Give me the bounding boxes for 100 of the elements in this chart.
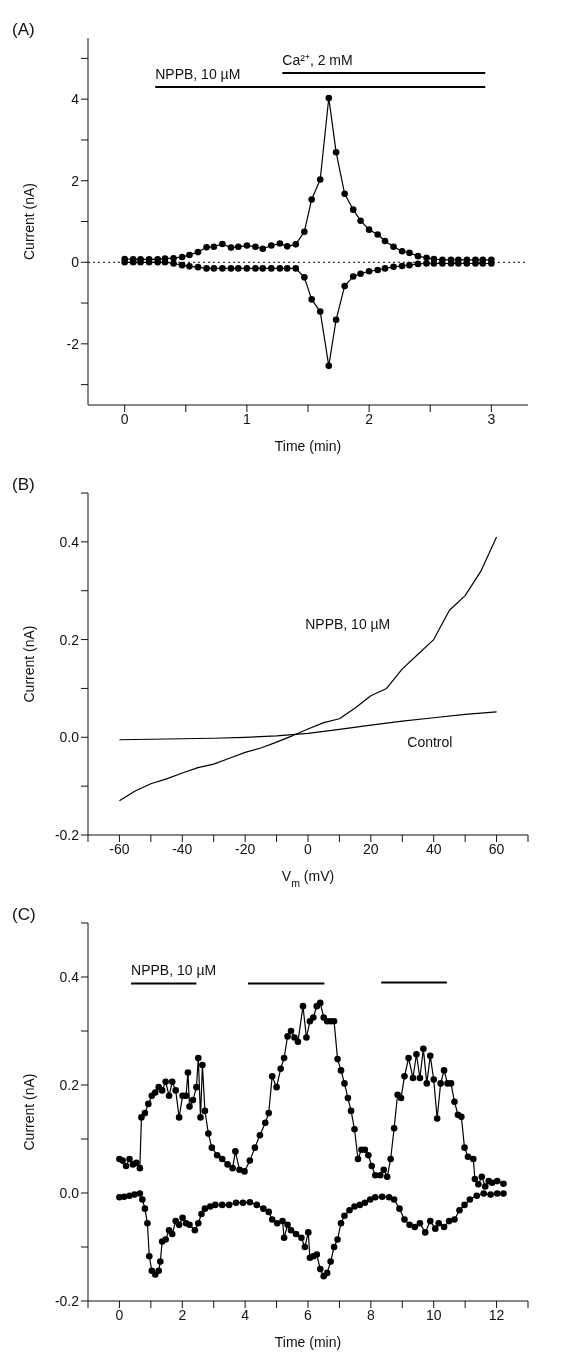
point [235,243,242,251]
point [235,265,242,272]
point [186,263,193,270]
point [390,243,397,251]
point [398,247,406,255]
point [463,260,471,267]
point [210,265,218,272]
y-tick-label: -2 [66,335,80,352]
point [301,274,308,281]
point [170,260,177,267]
point [268,242,275,249]
point [349,273,357,280]
y-tick-label: 0.0 [59,729,80,746]
x-tick-label: 0 [304,840,313,857]
point [283,243,291,250]
y-tick-label: 0 [71,254,80,271]
x-tick-label: -60 [109,840,130,857]
point [357,217,364,224]
point [316,176,324,183]
point [194,248,202,256]
chart-title: (A) [12,20,35,40]
point [186,251,193,259]
point [381,265,389,272]
point [227,244,235,251]
point [341,282,348,290]
y-tick-label: 4 [71,91,80,108]
point [292,241,300,248]
point [301,228,308,235]
point [406,261,413,269]
point [365,267,373,275]
line-series [118,536,498,802]
point [178,261,186,269]
point [332,148,340,156]
point [423,260,430,267]
series-label: NPPB, 10 µM [131,962,217,979]
point [472,260,479,267]
point [398,262,406,270]
point [325,362,333,370]
point [259,245,267,253]
x-tick-label: 0 [115,1306,124,1323]
point [219,240,226,248]
point [381,237,389,245]
x-axis-title: Time (min) [274,1334,342,1350]
point [283,265,291,272]
series-label: NPPB, 10 µM [155,65,241,82]
y-axis-title: Current (nA) [21,182,37,261]
point [219,265,226,272]
point [455,260,462,267]
point [390,263,397,271]
point [357,270,364,277]
x-tick-label: -40 [172,840,193,857]
point [374,266,381,274]
chart-title: (C) [12,905,36,925]
x-tick-label: 20 [363,840,379,857]
point [252,265,259,272]
y-tick-label: 2 [71,172,80,189]
point [488,260,495,267]
x-axis-title: V$_{m}$ (mV) [281,868,335,889]
point [479,260,487,267]
x-tick-label: 0 [120,410,129,427]
x-tick-label: -20 [235,840,256,857]
point [414,252,422,260]
point [374,231,381,238]
point [252,243,259,251]
point [194,263,202,271]
point [243,242,251,249]
x-tick-label: 12 [488,1306,505,1323]
point [308,196,315,203]
x-tick-label: 10 [425,1306,442,1323]
x-tick-label: 1 [242,410,251,427]
series-label: Control [407,734,453,751]
y-tick-label: -0.2 [54,1292,80,1309]
point [203,265,210,272]
x-tick-label: 8 [366,1306,375,1323]
y-tick-label: 0.2 [59,1076,80,1093]
x-tick-label: 40 [425,840,442,857]
point [276,265,284,272]
point [259,265,267,272]
y-tick-label: -0.2 [54,826,80,843]
point [341,190,348,198]
x-tick-label: 2 [178,1306,187,1323]
point [243,265,251,272]
point [268,265,275,272]
text: NPPB, 10 µM [305,615,391,632]
x-tick-label: 60 [488,840,505,857]
point [406,249,413,257]
point [423,254,430,262]
y-tick-label: 0.4 [59,533,80,550]
point [430,260,438,267]
point [292,265,300,272]
x-tick-label: 4 [241,1306,250,1323]
y-axis-title: Current (nA) [21,1073,37,1151]
x-axis-title: Time (min) [274,438,342,454]
point [332,316,340,324]
point [414,260,422,268]
point [276,240,284,247]
x-tick-label: 3 [487,410,496,427]
point [349,206,357,213]
point [308,296,315,303]
point [227,265,235,272]
